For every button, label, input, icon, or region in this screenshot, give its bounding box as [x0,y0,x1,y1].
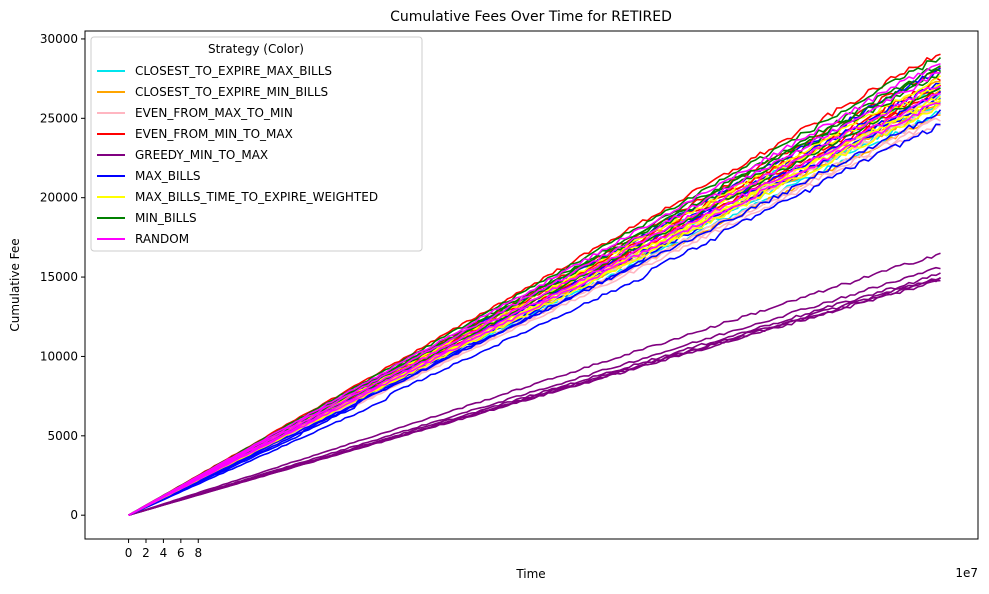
series-line-max-bills-run-3 [128,97,941,516]
legend-label: MAX_BILLS_TIME_TO_EXPIRE_WEIGHTED [135,190,378,204]
legend-label: GREEDY_MIN_TO_MAX [135,148,268,162]
series-line-random-run-3 [128,85,941,516]
x-tick-label: 4 [160,546,168,560]
legend-label: MIN_BILLS [135,211,197,225]
chart-title: Cumulative Fees Over Time for RETIRED [390,9,672,25]
series-line-greedy-min-to-max-run-5 [128,252,941,516]
plot-frame [84,30,979,540]
legend-title: Strategy (Color) [208,42,304,56]
legend-label: CLOSEST_TO_EXPIRE_MAX_BILLS [135,64,332,78]
legend-label: EVEN_FROM_MIN_TO_MAX [135,127,293,141]
series-line-greedy-min-to-max-run-6 [128,276,942,516]
legend: Strategy (Color) CLOSEST_TO_EXPIRE_MAX_B… [90,36,423,252]
x-tick-label: 8 [194,546,202,560]
lines-layer [128,53,942,516]
series-line-max-bills-run-1 [128,123,941,516]
x-tick-label: 0 [125,546,133,560]
series-line-greedy-min-to-max-run-3 [128,272,941,516]
legend-label: CLOSEST_TO_EXPIRE_MIN_BILLS [135,85,328,99]
series-line-random-run-2 [128,92,941,516]
y-tick-label: 10000 [40,349,78,363]
legend-items: CLOSEST_TO_EXPIRE_MAX_BILLS CLOSEST_TO_EX… [97,64,378,246]
legend-label: EVEN_FROM_MAX_TO_MIN [135,106,293,120]
y-tick-label: 15000 [40,270,78,284]
y-tick-label: 30000 [40,32,78,46]
y-tick-label: 0 [70,508,78,522]
series-line-greedy-min-to-max-run-4 [128,266,941,516]
y-tick-label: 25000 [40,111,78,125]
y-axis-label: Cumulative Fee [8,238,22,331]
x-tick-label: 6 [177,546,185,560]
legend-label: MAX_BILLS [135,169,201,183]
y-tick-label: 5000 [47,429,78,443]
series-line-min-bills-run-4 [128,57,942,516]
series-line-max-bills-run-6 [128,90,942,516]
legend-frame [90,36,423,252]
series-line-random-run-5 [128,62,941,516]
legend-label: RANDOM [135,232,189,246]
x-tick-label: 2 [142,546,150,560]
x-axis-label: Time [515,567,545,581]
y-tick-label: 20000 [40,191,78,205]
x-offset-label: 1e7 [955,566,978,580]
series-line-random-run-4 [128,72,941,516]
series-line-random-run-1 [128,102,941,516]
